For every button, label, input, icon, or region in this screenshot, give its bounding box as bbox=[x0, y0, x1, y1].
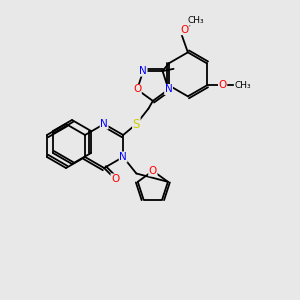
Text: O: O bbox=[133, 85, 141, 94]
Text: O: O bbox=[111, 174, 119, 184]
Text: O: O bbox=[218, 80, 227, 90]
Text: N: N bbox=[100, 119, 108, 129]
Text: S: S bbox=[133, 118, 140, 130]
Text: CH₃: CH₃ bbox=[234, 81, 251, 90]
Text: N: N bbox=[165, 85, 172, 94]
Text: CH₃: CH₃ bbox=[188, 16, 205, 25]
Text: O: O bbox=[149, 166, 157, 176]
Text: N: N bbox=[119, 152, 127, 162]
Text: O: O bbox=[180, 25, 188, 35]
Text: N: N bbox=[139, 66, 147, 76]
